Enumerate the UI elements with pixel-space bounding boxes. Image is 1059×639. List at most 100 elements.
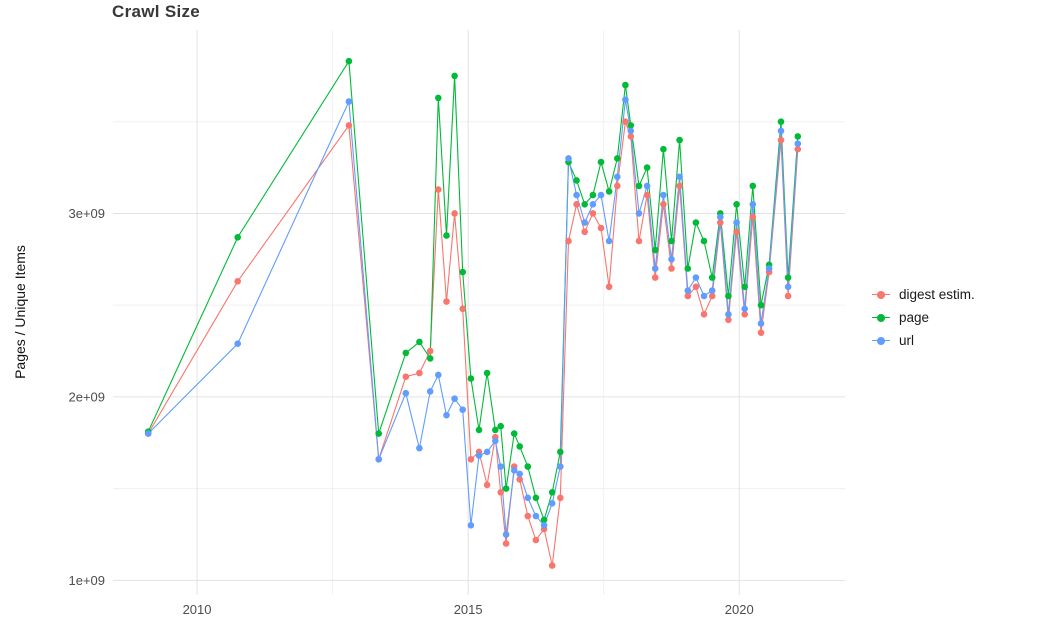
data-point-digest-estim- [516, 476, 523, 483]
x-tick-label: 2020 [725, 602, 754, 617]
data-point-page [524, 463, 532, 470]
data-point-page [581, 201, 588, 208]
data-point-page [757, 301, 765, 309]
data-point-page [676, 136, 683, 144]
data-point-url [573, 191, 580, 199]
data-point-url [345, 98, 353, 105]
data-point-url [717, 213, 724, 221]
data-point-url [741, 305, 748, 313]
data-point-digest-estim- [467, 456, 475, 463]
data-point-url [492, 437, 499, 445]
data-point-url [794, 140, 802, 147]
data-point-url [234, 340, 241, 348]
data-point-digest-estim- [749, 213, 757, 221]
point-line-key-icon [872, 288, 890, 302]
data-point-url [627, 127, 635, 135]
data-point-page [725, 292, 732, 300]
point-line-key-icon [872, 311, 890, 325]
data-point-url [605, 237, 613, 245]
data-point-digest-estim- [502, 540, 510, 547]
data-point-page [459, 268, 467, 276]
data-point-page [597, 158, 605, 166]
data-point-url [708, 287, 716, 294]
data-point-page [635, 182, 643, 190]
data-point-page [492, 426, 499, 434]
data-point-page [557, 448, 564, 456]
data-point-digest-estim- [700, 311, 708, 318]
data-point-url [765, 265, 773, 272]
data-point-page [684, 265, 692, 272]
data-point-url [416, 444, 423, 452]
data-point-page [234, 234, 241, 241]
series-line-page [147, 59, 799, 522]
data-point-digest-estim- [459, 305, 467, 313]
data-point-page [643, 164, 651, 171]
data-point-digest-estim- [483, 481, 491, 489]
data-point-page [708, 274, 716, 281]
data-point-page [668, 237, 675, 245]
data-point-page [700, 237, 708, 245]
data-point-url [660, 191, 667, 199]
data-point-url [643, 182, 651, 190]
data-point-page [614, 155, 621, 162]
data-point-page [497, 422, 505, 430]
data-point-url [467, 522, 475, 529]
data-point-page [548, 489, 556, 496]
data-point-page [483, 369, 491, 377]
data-point-page [510, 430, 518, 437]
data-point-page [784, 274, 792, 281]
data-point-url [668, 255, 675, 263]
data-point-url [614, 173, 621, 181]
data-point-digest-estim- [660, 201, 667, 208]
data-point-url [581, 219, 588, 226]
data-point-url [375, 456, 383, 463]
data-point-digest-estim- [605, 283, 613, 291]
x-tick-label: 2015 [454, 602, 483, 617]
data-point-digest-estim- [692, 283, 700, 291]
data-point-page [467, 375, 475, 382]
data-point-page [733, 201, 740, 208]
data-point-page [402, 349, 410, 357]
data-point-digest-estim- [497, 489, 505, 496]
data-point-digest-estim- [524, 512, 532, 520]
x-tick-label: 2010 [183, 602, 212, 617]
data-point-digest-estim- [635, 237, 643, 245]
data-point-digest-estim- [717, 219, 724, 226]
data-point-page [502, 485, 510, 492]
data-point-digest-estim- [627, 133, 635, 140]
data-point-url [589, 201, 597, 208]
data-point-page [589, 191, 597, 199]
legend-item-digest-estim: digest estim. [872, 286, 975, 303]
data-point-page [426, 355, 434, 362]
data-point-url [635, 210, 643, 217]
data-point-url [548, 500, 556, 507]
legend-label-url: url [899, 333, 915, 348]
data-point-page [777, 118, 785, 125]
point-line-key-icon [872, 334, 890, 348]
data-point-url [597, 191, 605, 199]
data-point-page [627, 122, 635, 129]
data-point-digest-estim- [784, 292, 792, 300]
data-point-page [573, 177, 580, 184]
data-point-url [651, 265, 659, 272]
data-point-url [516, 470, 523, 478]
data-point-digest-estim- [557, 494, 564, 502]
data-point-page [651, 246, 659, 254]
data-point-url [475, 452, 483, 459]
data-point-url [676, 173, 683, 181]
data-point-url [524, 494, 532, 502]
data-point-digest-estim- [573, 201, 580, 208]
data-point-digest-estim- [733, 228, 740, 236]
series-line-digest-estim- [147, 121, 799, 566]
data-point-digest-estim- [622, 118, 629, 125]
legend-label-digest-estim: digest estim. [899, 287, 975, 302]
data-point-digest-estim- [676, 182, 683, 190]
data-point-digest-estim- [402, 373, 410, 381]
data-point-page [451, 72, 458, 80]
data-point-page [692, 219, 700, 226]
legend: digest estim. page url [872, 286, 975, 349]
data-point-digest-estim- [597, 224, 605, 232]
data-point-url [435, 371, 442, 379]
